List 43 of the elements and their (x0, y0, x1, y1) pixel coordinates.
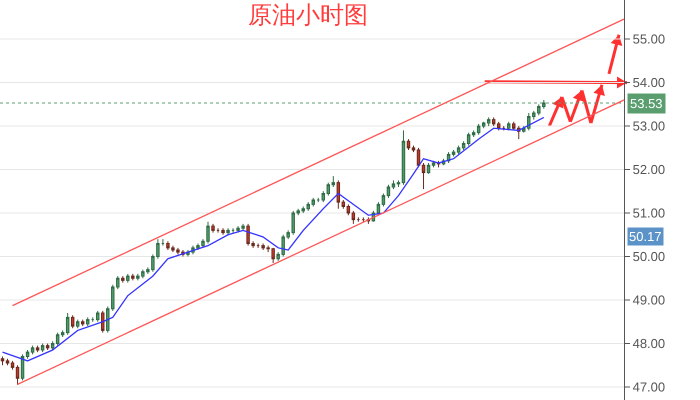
candlestick (231, 228, 235, 234)
candlestick (216, 228, 220, 234)
candlestick (211, 223, 215, 234)
y-tick-label: 47.00 (632, 380, 666, 395)
y-tick-label: 52.00 (632, 162, 666, 178)
candlestick (101, 310, 104, 334)
candlestick (76, 319, 80, 329)
candlestick (412, 145, 416, 153)
y-tick-label: 50.00 (632, 249, 666, 264)
y-tick-label: 54.00 (632, 75, 666, 90)
candlestick (406, 138, 410, 150)
candlestick (70, 314, 74, 329)
candlestick (96, 310, 100, 322)
y-tick-label: 48.00 (632, 336, 666, 352)
candlestick (226, 228, 230, 236)
line-series (2, 116, 544, 362)
candlestick (502, 126, 506, 131)
y-tick-label: 51.00 (632, 206, 666, 221)
candlestick (80, 319, 84, 327)
candlestick (36, 345, 40, 353)
candlestick (316, 197, 320, 203)
y-tick-label: 49.00 (632, 292, 666, 308)
text: 50.17 (629, 229, 662, 244)
candlestick (46, 342, 50, 350)
y-tick-label: 55.00 (632, 32, 666, 47)
candlestick (422, 162, 426, 190)
candlestick (256, 242, 260, 248)
candlestick (121, 276, 125, 284)
candlestick (86, 316, 90, 327)
candlestick (506, 121, 510, 131)
candlestick (362, 216, 366, 222)
candlestick (221, 228, 225, 236)
candlestick (40, 342, 44, 353)
candlestick (161, 238, 165, 246)
y-tick-label: 53.00 (632, 118, 666, 134)
candlestick (206, 221, 210, 244)
candlestick (356, 216, 360, 222)
candlestick (131, 273, 135, 281)
chart-title: 原油小时图 (248, 2, 368, 29)
candlestick (126, 273, 130, 284)
ref-line-label: 53.53 (630, 96, 663, 111)
candlestick (0, 356, 4, 366)
candlestick (90, 316, 94, 322)
